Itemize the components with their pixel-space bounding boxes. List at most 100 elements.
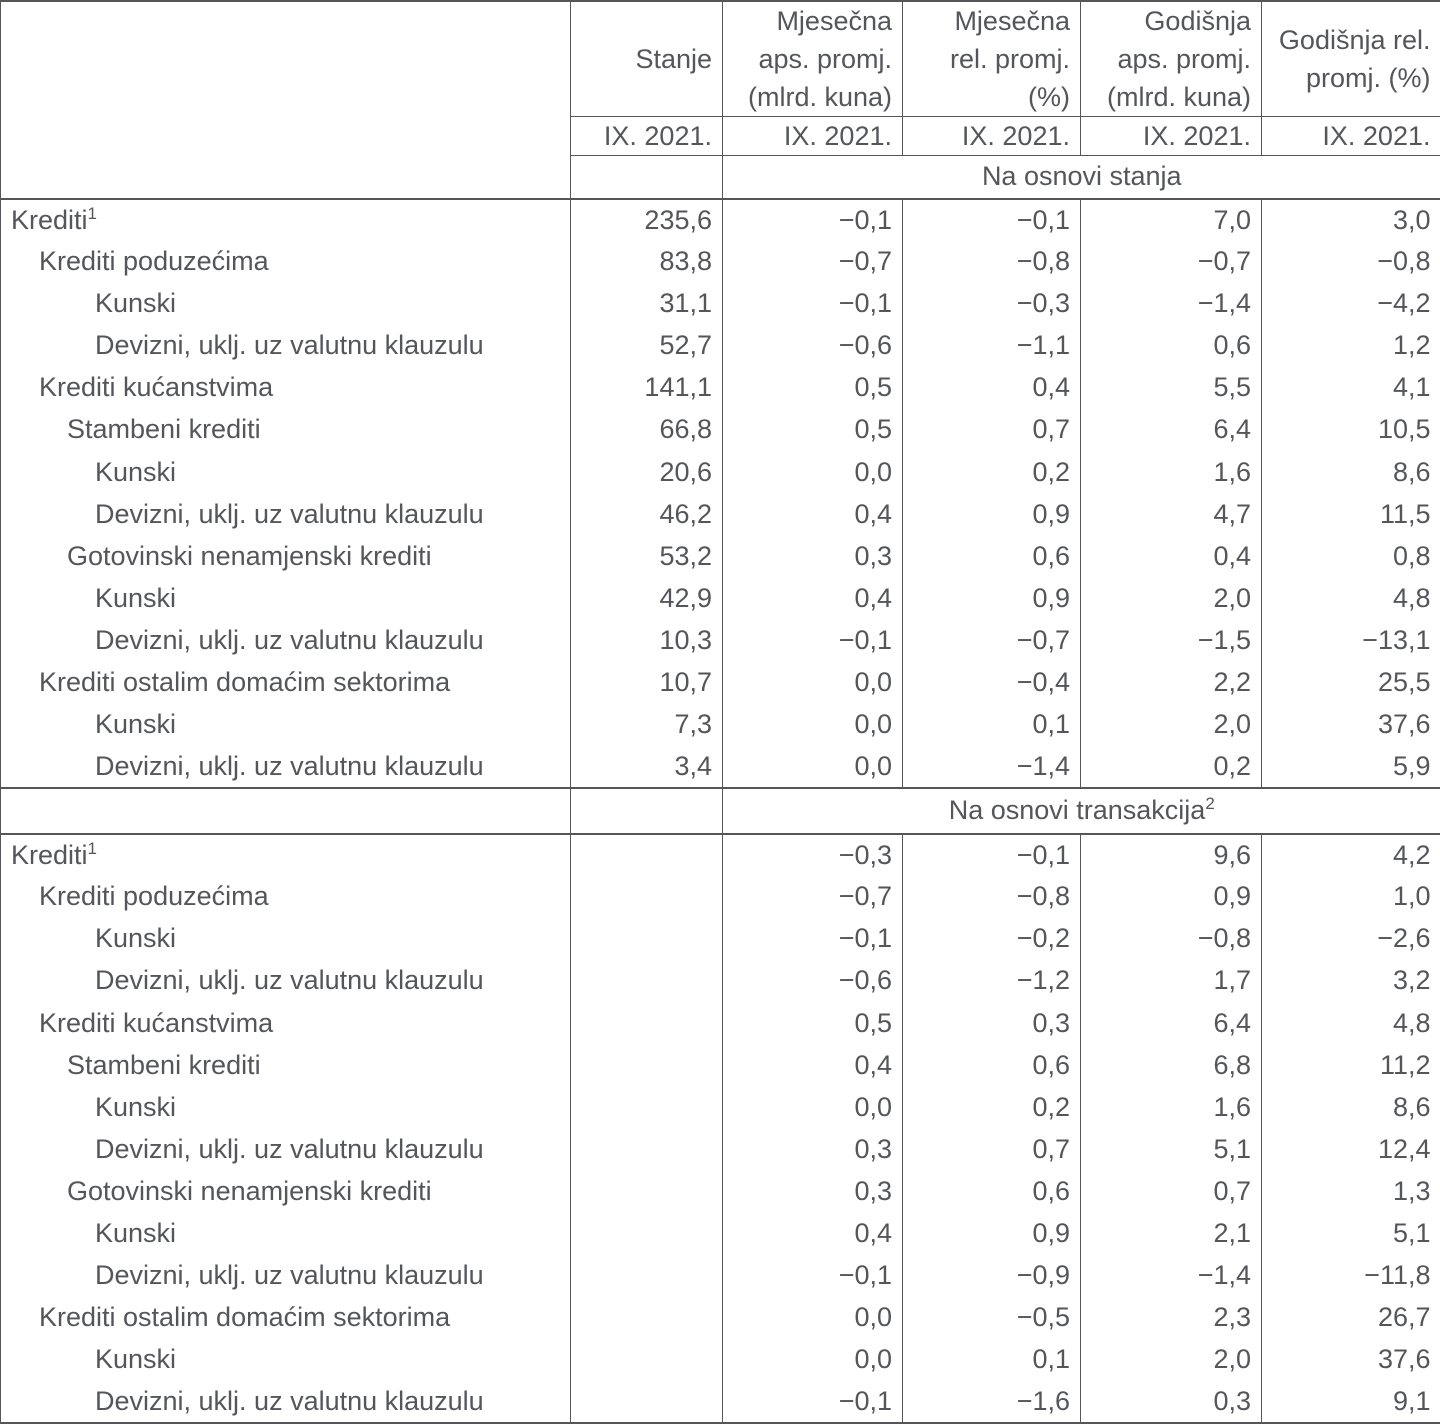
value-cell: 0,7	[1080, 1170, 1262, 1213]
value-cell: 9,6	[1080, 833, 1262, 876]
value-cell: 1,3	[1261, 1170, 1440, 1213]
value-cell: 1,7	[1080, 959, 1262, 1002]
row-label: Devizni, uklj. uz valutnu klauzulu	[95, 750, 484, 781]
section-header-row-stanja: Na osnovi stanja	[1, 155, 1440, 200]
value-cell: −1,4	[1080, 282, 1262, 325]
value-cell: 0,9	[902, 577, 1081, 620]
value-cell: −0,1	[722, 198, 903, 241]
value-cell: 0,0	[722, 1338, 903, 1381]
row-label: Krediti poduzećima	[39, 246, 269, 277]
header-title-row: Stanje Mjesečna aps. promj. (mlrd. kuna) M…	[0, 1, 1440, 200]
value-cell: −0,1	[722, 619, 903, 662]
table-row: Devizni, uklj. uz valutnu klauzulu −0,6 −1…	[1, 959, 1440, 1002]
value-cell: −1,1	[902, 324, 1081, 367]
value-cell: 141,1	[570, 366, 723, 409]
row-label: Krediti kućanstvima	[39, 1007, 274, 1038]
value-cell: 0,1	[902, 703, 1081, 746]
value-cell	[570, 1128, 723, 1171]
row-label: Krediti1	[11, 203, 97, 235]
row-label: Gotovinski nenamjenski krediti	[67, 540, 432, 571]
value-cell: 52,7	[570, 324, 723, 367]
col-header-mjesecna-aps-promj: Mjesečna aps. promj. (mlrd. kuna)	[722, 1, 903, 117]
value-cell	[570, 959, 723, 1002]
value-cell: −0,8	[1080, 917, 1262, 960]
value-cell: −0,1	[722, 917, 903, 960]
value-cell: −0,9	[902, 1254, 1081, 1297]
value-cell: −4,2	[1261, 282, 1440, 325]
row-label: Kunski	[95, 708, 177, 739]
value-cell: 0,6	[902, 1044, 1081, 1087]
row-label: Krediti ostalim domaćim sektorima	[39, 666, 451, 697]
value-cell: 0,3	[902, 1002, 1081, 1045]
value-cell	[570, 1296, 723, 1339]
value-cell: −0,3	[902, 282, 1081, 325]
row-label: Krediti ostalim domaćim sektorima	[39, 1302, 451, 1333]
value-cell: 53,2	[570, 535, 723, 578]
row-label: Gotovinski nenamjenski krediti	[67, 1175, 432, 1206]
value-cell: −0,7	[722, 875, 903, 918]
value-cell: 0,0	[722, 450, 903, 494]
value-cell: −0,3	[722, 833, 903, 876]
value-cell: 37,6	[1261, 1338, 1440, 1381]
period-cell: IX. 2021.	[1261, 116, 1440, 156]
value-cell: 0,4	[722, 493, 903, 536]
row-label: Stambeni krediti	[67, 1049, 261, 1080]
row-label: Krediti poduzećima	[39, 881, 269, 912]
empty-cell	[0, 786, 571, 835]
row-label: Stambeni krediti	[67, 414, 261, 445]
value-cell: 46,2	[570, 493, 723, 536]
table-row: Devizni, uklj. uz valutnu klauzulu 10,3 −0…	[1, 619, 1440, 662]
table-row: Kunski 0,4 0,9 2,1 5,1	[1, 1212, 1440, 1255]
value-cell	[570, 1044, 723, 1087]
value-cell: 1,6	[1080, 1086, 1262, 1129]
value-cell: 0,9	[1080, 875, 1262, 918]
row-label: Krediti1	[11, 838, 97, 870]
value-cell	[570, 1002, 723, 1045]
value-cell: −11,8	[1261, 1254, 1440, 1297]
value-cell: 6,8	[1080, 1044, 1262, 1087]
value-cell: −0,7	[722, 240, 903, 283]
value-cell: 0,8	[1261, 535, 1440, 578]
row-label: Devizni, uklj. uz valutnu klauzulu	[95, 624, 484, 655]
value-cell: 0,3	[722, 1128, 903, 1171]
table-row: Devizni, uklj. uz valutnu klauzulu 3,4 0,0…	[1, 745, 1440, 788]
value-cell: −0,1	[722, 282, 903, 325]
value-cell: 0,5	[722, 1002, 903, 1045]
value-cell: 0,1	[902, 1338, 1081, 1381]
table-row: Kunski 7,3 0,0 0,1 2,0 37,6	[1, 703, 1440, 746]
row-label: Devizni, uklj. uz valutnu klauzulu	[95, 1260, 484, 1290]
col-header-godisnja-aps-promj: Godišnja aps. promj. (mlrd. kuna)	[1080, 1, 1262, 117]
value-cell: 0,7	[902, 408, 1081, 451]
value-cell: −1,6	[902, 1380, 1081, 1423]
value-cell: 0,6	[902, 1170, 1081, 1213]
value-cell: 11,5	[1261, 493, 1440, 536]
period-cell: IX. 2021.	[570, 116, 723, 156]
value-cell: 4,7	[1080, 493, 1262, 536]
value-cell: −1,4	[1080, 1254, 1262, 1297]
value-cell: 5,5	[1080, 366, 1262, 409]
value-cell: −1,5	[1080, 619, 1262, 662]
value-cell: 66,8	[570, 408, 723, 451]
row-label: Kunski	[95, 582, 177, 613]
table-row: Devizni, uklj. uz valutnu klauzulu 46,2 0,…	[1, 493, 1440, 536]
value-cell: −0,2	[902, 917, 1081, 960]
row-label: Krediti kućanstvima	[39, 372, 274, 403]
table-row: Devizni, uklj. uz valutnu klauzulu 52,7 −0…	[1, 324, 1440, 367]
value-cell: 25,5	[1261, 661, 1440, 704]
value-cell: −0,8	[902, 240, 1081, 283]
row-label: Devizni, uklj. uz valutnu klauzulu	[95, 1133, 484, 1164]
value-cell: 0,4	[902, 366, 1081, 409]
value-cell: 3,4	[570, 745, 723, 788]
value-cell: 0,9	[902, 1212, 1081, 1255]
value-cell	[570, 1086, 723, 1129]
value-cell: 1,2	[1261, 324, 1440, 367]
value-cell: 6,4	[1080, 1002, 1262, 1045]
table-row: Kunski 31,1 −0,1 −0,3 −1,4 −4,2	[1, 282, 1440, 325]
table-row: Kunski 20,6 0,0 0,2 1,6 8,6	[1, 450, 1440, 494]
section-title: Na osnovi stanja	[722, 155, 1440, 200]
value-cell: −0,6	[722, 324, 903, 367]
value-cell: −1,4	[902, 745, 1081, 788]
value-cell: 3,0	[1261, 198, 1440, 241]
value-cell: 10,7	[570, 661, 723, 704]
